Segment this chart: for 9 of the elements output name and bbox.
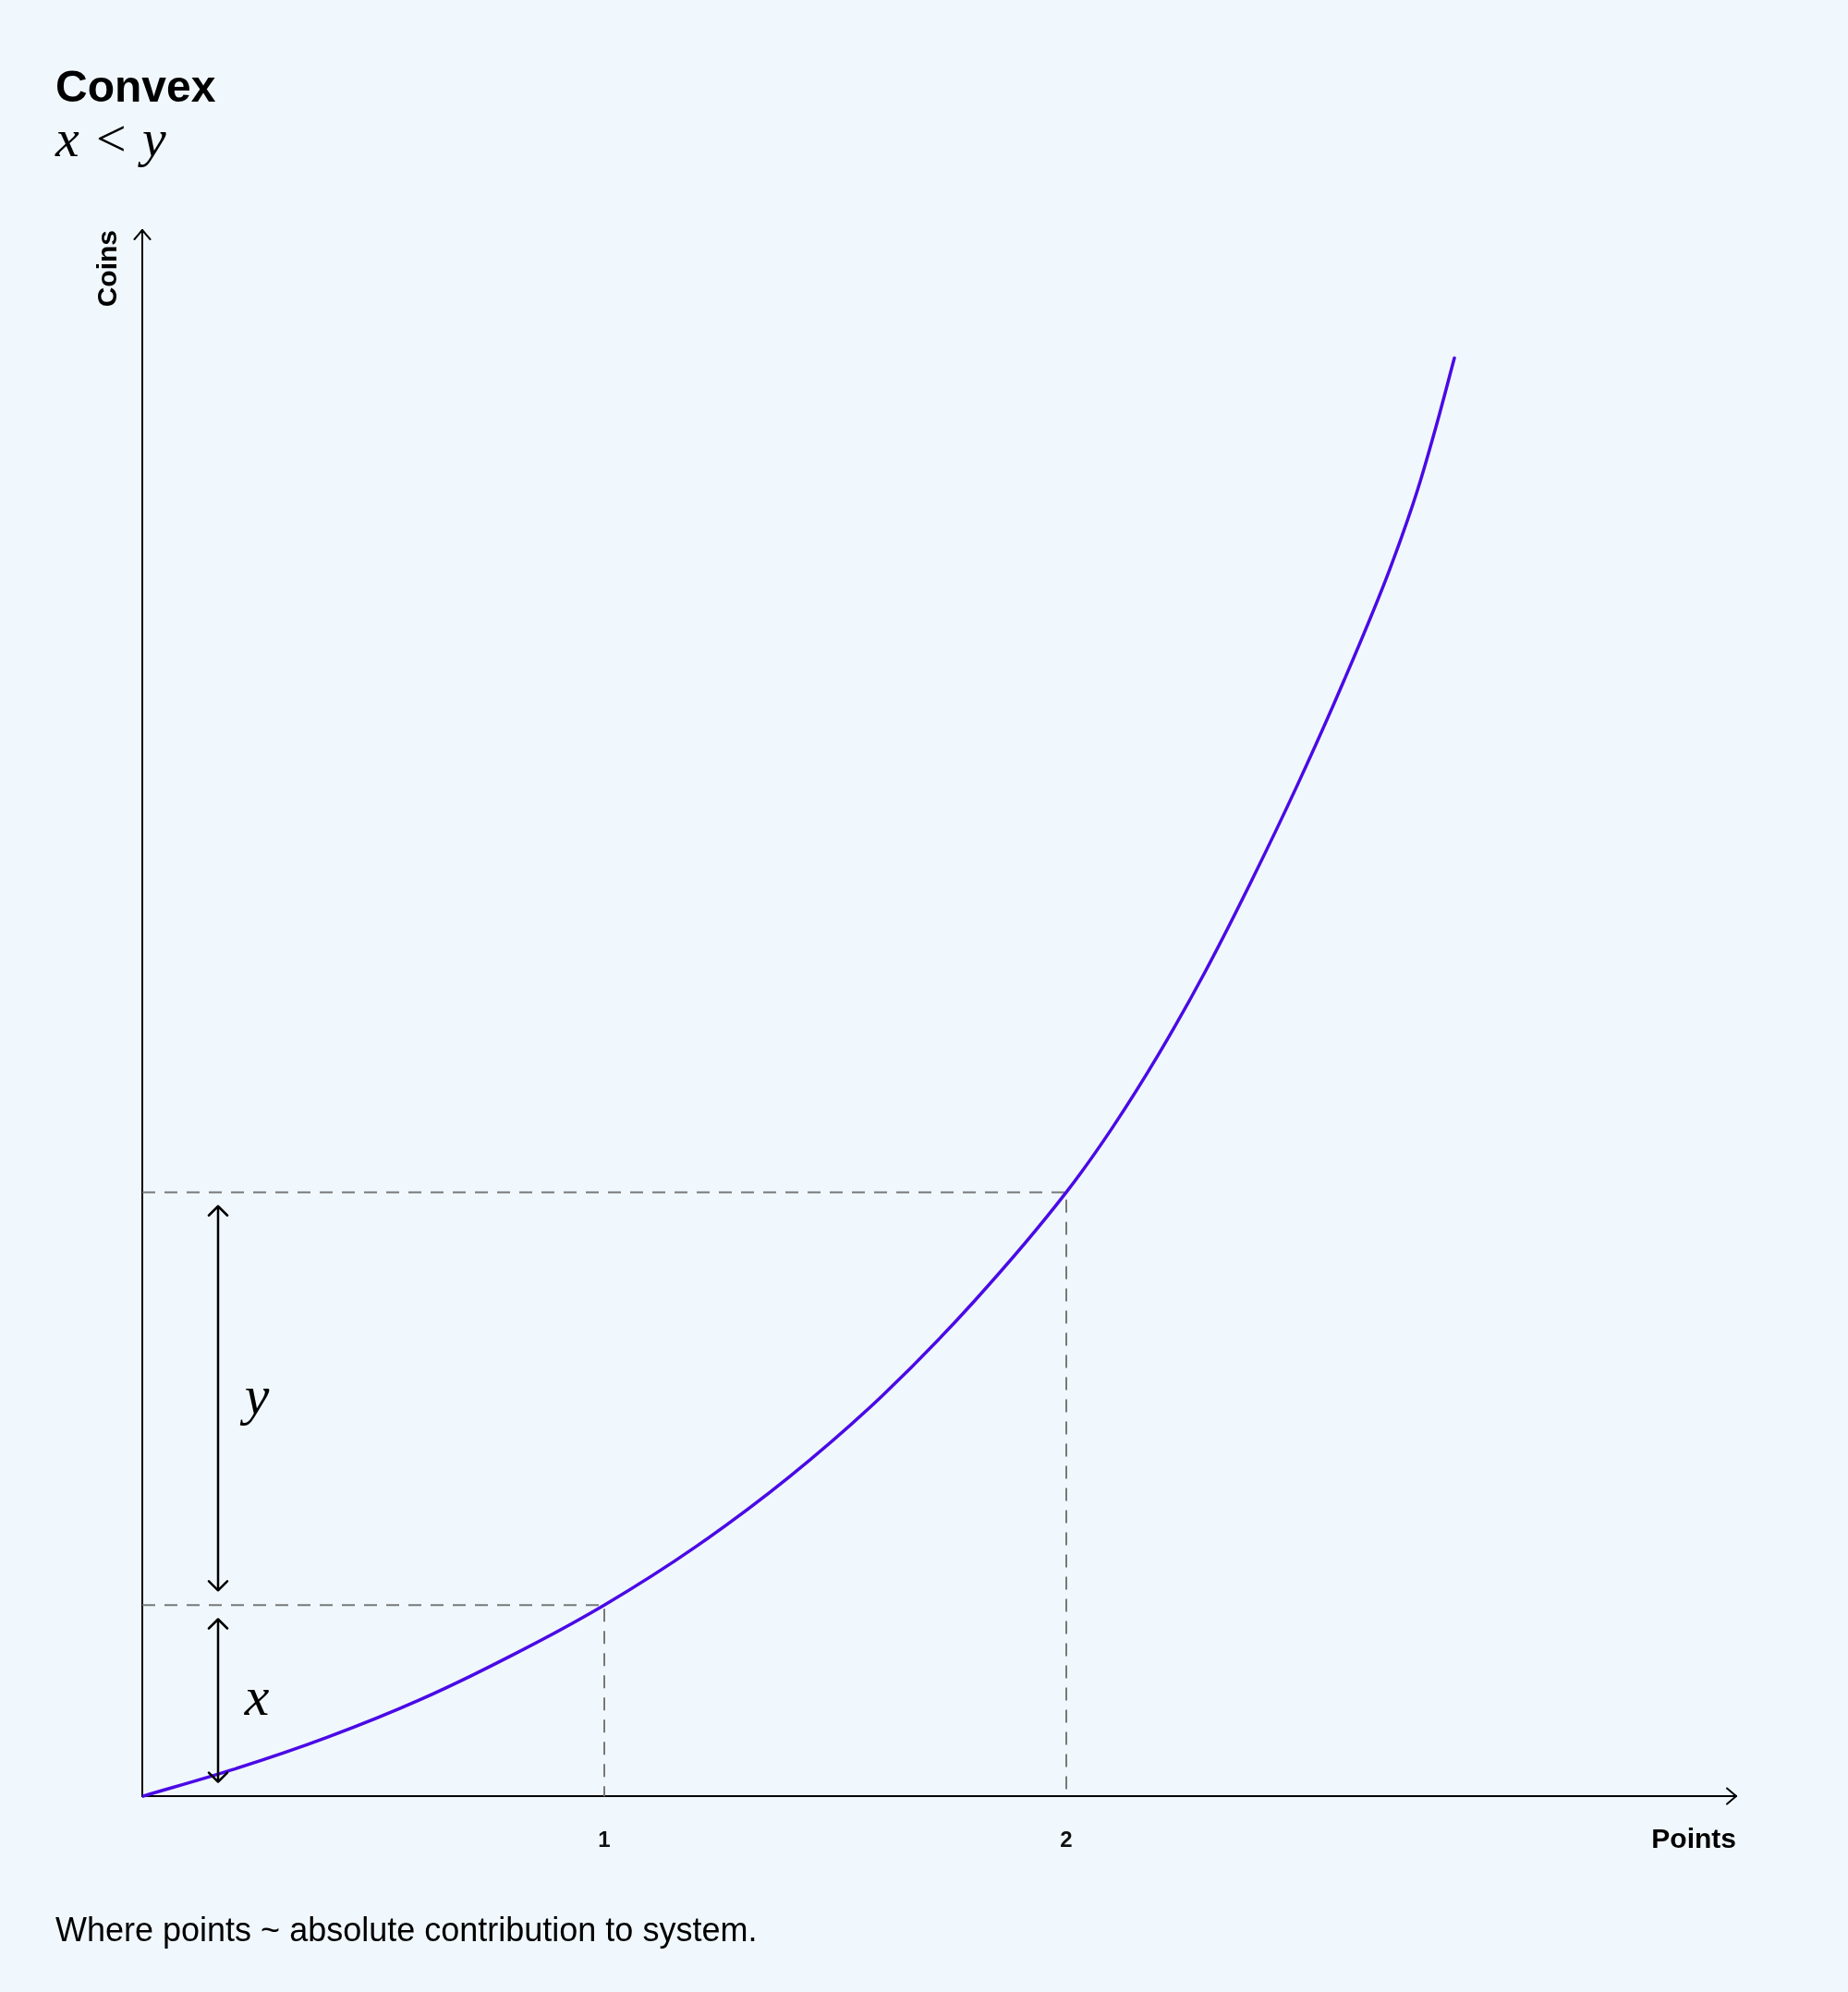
annotation: x <box>243 1666 270 1728</box>
x-axis-title: Points <box>1651 1823 1736 1854</box>
chart-title: Convex <box>55 62 216 111</box>
x-tick-label: 1 <box>598 1827 611 1852</box>
y-axis-title: Coins <box>91 230 123 308</box>
annotation: y <box>238 1364 270 1426</box>
chart-subtitle: x < y <box>55 108 166 168</box>
text: Where points ~ absolute contribution to system. <box>55 1910 758 1950</box>
x-tick-label: 2 <box>1060 1827 1073 1852</box>
